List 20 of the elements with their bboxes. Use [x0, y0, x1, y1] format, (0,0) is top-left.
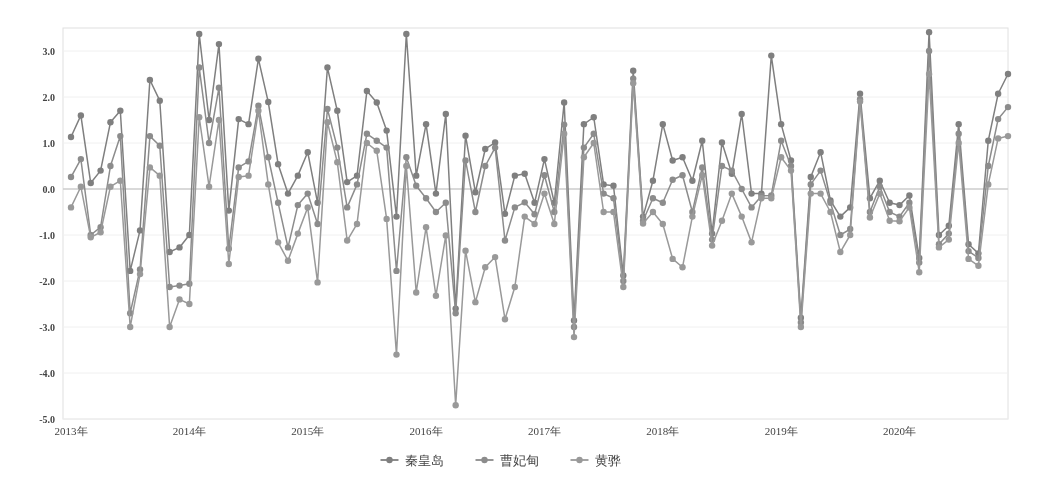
y-tick-label: -2.0 — [39, 275, 55, 287]
x-tick-label: 2015年 — [291, 425, 325, 437]
x-tick-label: 2013年 — [54, 425, 88, 437]
x-tick-label: 2020年 — [883, 425, 917, 437]
x-tick-label: 2017年 — [527, 425, 561, 437]
y-tick-label: -4.0 — [39, 367, 55, 379]
y-tick-label: -3.0 — [39, 321, 55, 333]
x-tick-label: 2016年 — [409, 425, 443, 437]
y-tick-label: 0.0 — [42, 183, 55, 195]
y-tick-label: 2.0 — [42, 91, 55, 103]
y-tick-label: -1.0 — [39, 229, 55, 241]
legend-label: 秦皇岛 — [404, 452, 444, 468]
y-tick-label: 3.0 — [42, 45, 55, 57]
x-tick-label: 2019年 — [764, 425, 798, 437]
x-tick-label: 2014年 — [172, 425, 206, 437]
legend-label: 黄骅 — [594, 452, 621, 468]
y-tick-label: -5.0 — [39, 413, 55, 425]
x-tick-label: 2018年 — [646, 425, 680, 437]
y-tick-label: 1.0 — [42, 137, 55, 149]
legend-label: 曹妃甸 — [499, 452, 539, 468]
